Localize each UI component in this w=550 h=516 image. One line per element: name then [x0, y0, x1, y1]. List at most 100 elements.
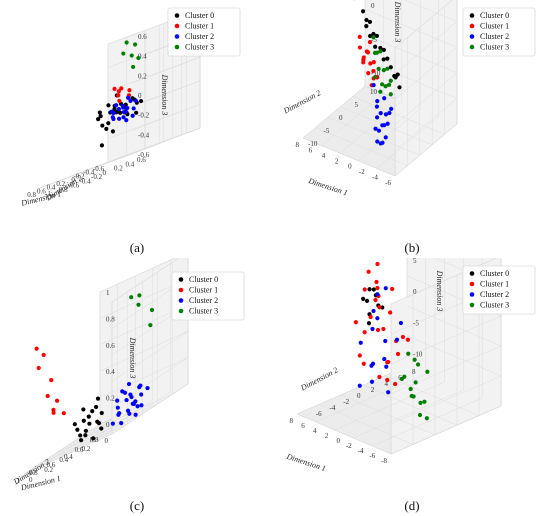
legend-entry: Cluster 1 — [480, 280, 509, 289]
x-tick-label: 8 — [296, 141, 300, 149]
data-point — [371, 308, 376, 314]
data-point — [95, 396, 101, 401]
gridline — [76, 399, 153, 451]
gridline — [107, 56, 201, 92]
panel-label: (a) — [130, 240, 144, 255]
data-point — [383, 286, 388, 291]
gridline — [406, 305, 502, 347]
data-point — [99, 426, 104, 431]
data-point — [136, 302, 141, 307]
x-tick-label: 1 — [17, 477, 21, 485]
gridline — [99, 330, 189, 372]
data-point — [383, 135, 388, 140]
gridline — [394, 21, 458, 74]
data-point — [373, 74, 378, 80]
gridline — [358, 108, 421, 161]
data-point — [375, 98, 380, 104]
gridline — [54, 413, 143, 455]
x-tick-label: 6 — [301, 422, 305, 430]
x-tick-label: 0.4 — [64, 453, 73, 461]
z-tick-label: 0 — [106, 421, 110, 429]
gridline — [113, 134, 182, 162]
x-axis-label: Dimension 1 — [285, 452, 327, 473]
data-point — [374, 279, 379, 285]
z-axis-label: Dimension 3 — [128, 337, 137, 379]
z-axis-label: Dimension 3 — [393, 1, 402, 43]
gridline — [59, 407, 136, 459]
data-point — [357, 34, 362, 39]
z-tick-label: 0 — [138, 92, 142, 100]
legend-marker — [174, 23, 180, 29]
series-1 — [34, 346, 66, 416]
data-point — [371, 31, 376, 37]
x-tick-label: -8 — [381, 457, 387, 465]
gridline — [390, 315, 502, 365]
data-point — [361, 361, 366, 366]
data-point — [411, 394, 416, 399]
data-point — [127, 411, 132, 416]
gridline — [315, 127, 408, 166]
data-point — [34, 346, 39, 351]
gridline — [321, 93, 384, 146]
gridline — [334, 381, 445, 431]
data-point — [415, 362, 421, 367]
y-tick-label: -0.6 — [68, 182, 80, 190]
data-point — [128, 98, 133, 103]
data-point — [100, 123, 105, 128]
y-tick-label: -1 — [45, 190, 51, 198]
x-tick-label: -6 — [369, 452, 375, 460]
data-point — [137, 385, 142, 390]
z-axis-label: Dimension 3 — [435, 270, 444, 312]
z-tick-label: -5 — [413, 319, 419, 327]
y-tick-label: 0.6 — [75, 446, 84, 454]
legend-entry: Cluster 2 — [185, 32, 214, 41]
legend-entry: Cluster 0 — [185, 11, 214, 20]
series-3 — [121, 40, 141, 70]
data-point — [99, 143, 105, 148]
z-tick-label: -5 — [371, 36, 377, 44]
subplot-a-canvas: 0.8 0.6 0.4 0.2 0-0.2-0.4-0.6-1-0.8-0.6-0.4-… — [19, 7, 241, 255]
data-point — [86, 414, 91, 419]
data-point — [110, 129, 116, 134]
z-tick-label: 1 — [106, 289, 110, 297]
legend-marker — [469, 271, 475, 276]
data-point — [136, 55, 141, 61]
legend-marker — [178, 308, 184, 314]
y-tick-label: -2 — [343, 398, 349, 406]
legend-entry: Cluster 0 — [480, 11, 509, 20]
z-tick-label: -10 — [413, 351, 423, 359]
data-point — [369, 379, 375, 384]
gridline — [404, 0, 458, 22]
data-point — [406, 351, 411, 356]
data-point — [115, 398, 120, 403]
legend-marker — [469, 281, 475, 287]
data-point — [135, 404, 140, 409]
x-tick-label: 0.4 — [47, 184, 56, 192]
x-tick-label: 4 — [322, 152, 326, 160]
data-point — [373, 44, 378, 49]
data-point — [378, 141, 383, 146]
y-tick-label: -5 — [324, 127, 330, 135]
series-3 — [129, 293, 155, 328]
gridline — [107, 104, 201, 139]
legend-marker — [469, 34, 475, 39]
z-axis-label: Dimension 3 — [160, 74, 169, 116]
data-point — [49, 378, 54, 383]
x-tick-label: -0.6 — [93, 165, 105, 173]
data-point — [130, 64, 136, 70]
data-point — [381, 47, 386, 53]
legend-marker — [178, 277, 184, 282]
data-point — [382, 96, 387, 101]
data-point — [358, 340, 363, 345]
data-point — [367, 19, 373, 25]
data-point — [36, 365, 41, 371]
y-tick-label: 0.4 — [59, 456, 68, 464]
data-point — [372, 50, 378, 55]
series-1 — [353, 261, 410, 387]
data-point — [376, 128, 382, 133]
data-point — [388, 310, 393, 315]
gridline — [362, 384, 458, 426]
x-tick-label: 8 — [290, 417, 294, 425]
z-tick-label: 0.8 — [106, 315, 115, 323]
